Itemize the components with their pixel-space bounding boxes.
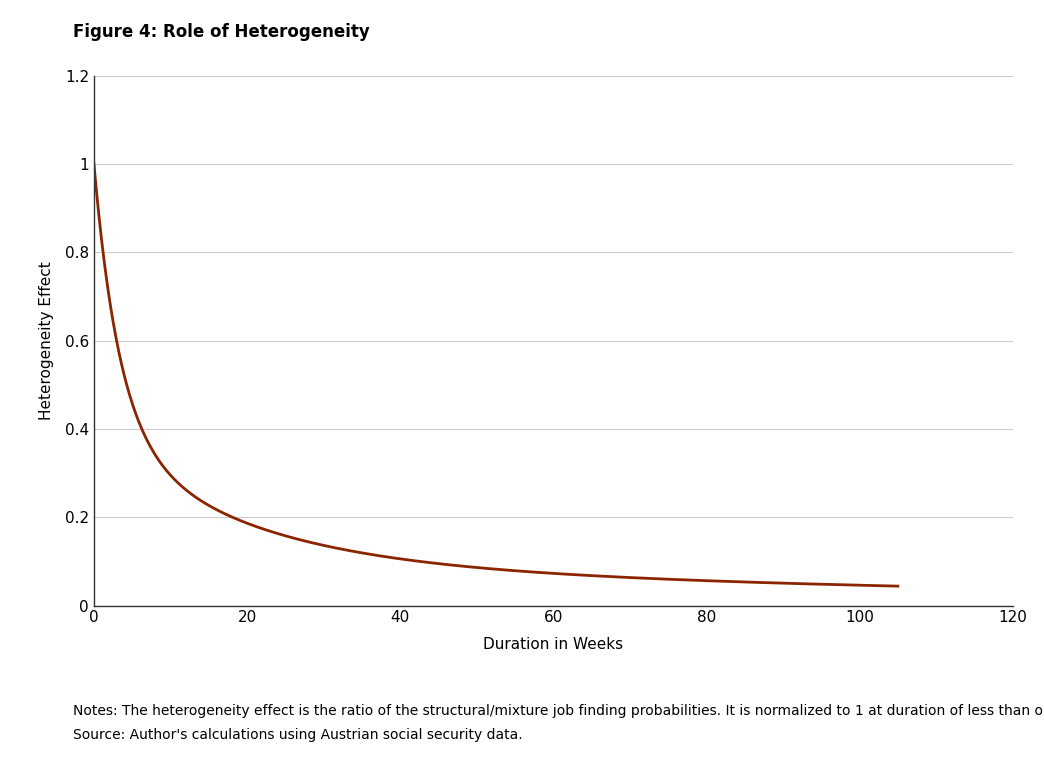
- Text: Source: Author's calculations using Austrian social security data.: Source: Author's calculations using Aust…: [73, 728, 523, 742]
- Y-axis label: Heterogeneity Effect: Heterogeneity Effect: [39, 261, 53, 420]
- Text: Notes: The heterogeneity effect is the ratio of the structural/mixture job findi: Notes: The heterogeneity effect is the r…: [73, 704, 1044, 718]
- X-axis label: Duration in Weeks: Duration in Weeks: [483, 637, 623, 652]
- Text: Figure 4: Role of Heterogeneity: Figure 4: Role of Heterogeneity: [73, 23, 370, 41]
